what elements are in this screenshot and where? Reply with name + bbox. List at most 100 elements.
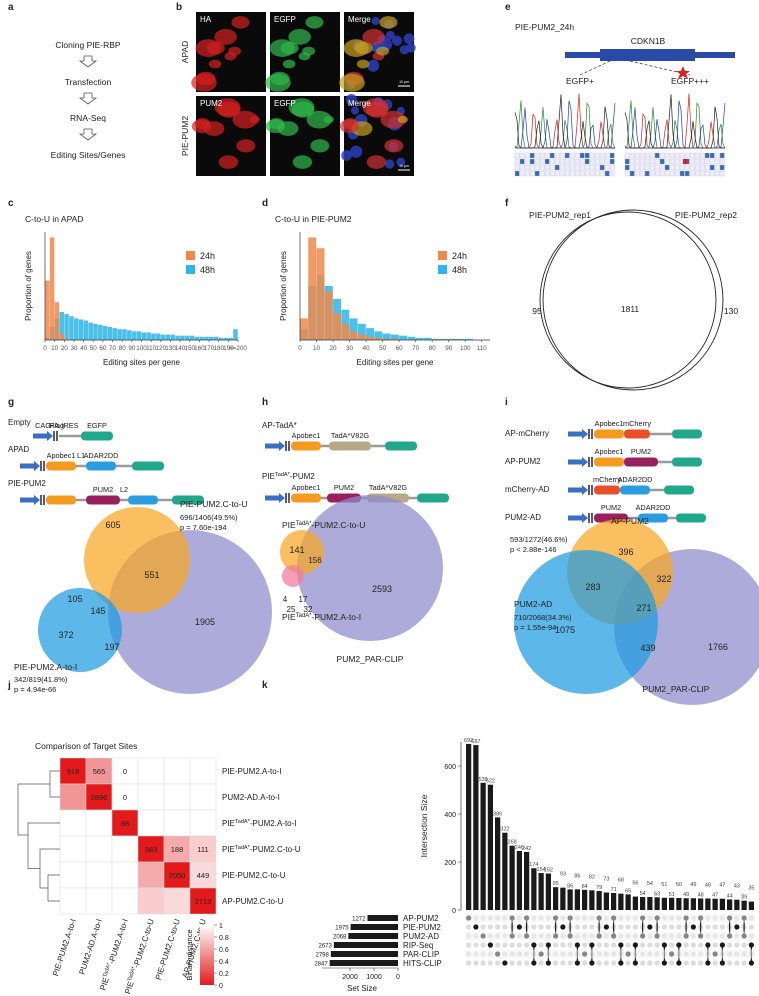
matrix-dot — [640, 960, 646, 966]
empty-cell — [163, 783, 191, 811]
venn-count: 605 — [105, 520, 120, 530]
tag — [56, 431, 58, 441]
promoter — [568, 457, 588, 467]
cell-signal — [195, 39, 221, 57]
histogram-bar — [151, 333, 156, 340]
dendrogram — [47, 874, 60, 902]
base-cell — [524, 152, 530, 159]
venn-count: 283 — [585, 582, 600, 592]
venn-label: PUM2_PAR-CLIP — [337, 654, 404, 664]
workflow-step: Transfection — [65, 77, 112, 87]
base-cell — [594, 152, 600, 159]
domain — [594, 457, 624, 467]
venn-count: 396 — [618, 547, 633, 557]
construct-part-label: ADAR2DD — [84, 451, 119, 460]
base-cell — [524, 164, 530, 171]
base-cell — [704, 158, 710, 165]
base-cell — [589, 164, 595, 171]
venn-count: 1811 — [621, 304, 640, 314]
matrix-dot-on — [603, 924, 609, 930]
domain — [672, 457, 702, 467]
base-cell — [539, 158, 545, 165]
base-cell — [674, 164, 680, 171]
bar-label: 95 — [553, 881, 559, 887]
histogram-bar — [83, 320, 89, 340]
domain — [385, 441, 417, 451]
bar-label: 79 — [596, 885, 602, 891]
base-cell — [689, 158, 695, 165]
domain — [624, 429, 650, 439]
bar-label: 322 — [500, 827, 509, 833]
matrix-dot-on — [545, 960, 551, 966]
cell-label: 449 — [197, 871, 210, 880]
construct-name-part: -PUM2 — [290, 472, 315, 481]
bar-label: 44 — [727, 893, 733, 899]
bar — [466, 743, 472, 910]
base-cell — [519, 158, 525, 165]
set-size-bar — [333, 942, 398, 948]
base-cell — [569, 164, 575, 171]
construct-part-label: mCherry — [593, 475, 621, 484]
construct-part-label: EGFP — [87, 421, 107, 430]
bar — [582, 889, 588, 910]
cell-signal — [191, 119, 212, 133]
bar — [603, 892, 609, 910]
bar — [509, 845, 515, 910]
histogram-bar — [107, 327, 113, 340]
bar — [596, 891, 602, 910]
histogram-bar — [194, 336, 200, 340]
cell-signal — [292, 155, 313, 169]
base-cell — [594, 164, 600, 171]
matrix-dot — [683, 960, 689, 966]
matrix-dot-on — [618, 942, 624, 948]
tag — [40, 461, 42, 471]
base-cell — [719, 152, 725, 159]
cell-signal — [397, 115, 408, 124]
base-cell — [564, 164, 570, 171]
column-label-part: PIE — [123, 980, 136, 995]
base-cell — [644, 158, 650, 165]
histogram-bar — [382, 338, 391, 340]
x-tick-label: 90 — [128, 345, 136, 352]
histogram-bar — [175, 335, 180, 340]
column-label: PIE-PUM2.A-to-I — [51, 918, 78, 977]
y-tick-label: 200 — [444, 860, 456, 867]
matrix-dot — [596, 942, 602, 948]
base-cell — [664, 164, 670, 171]
domain — [417, 493, 449, 503]
heatmap-cell — [111, 757, 139, 785]
venn-count: 1075 — [555, 625, 575, 635]
tag — [40, 495, 42, 505]
matrix-dot — [495, 924, 501, 930]
x-tick-label: 60 — [396, 345, 404, 352]
cell-signal — [365, 101, 389, 118]
workflow-step: Editing Sites/Genes — [51, 150, 126, 160]
domain — [81, 431, 113, 441]
micrograph — [339, 12, 416, 92]
x-tick-label: 110 — [477, 345, 488, 352]
matrix-dot — [509, 960, 515, 966]
empty-cell — [189, 783, 217, 811]
base-cell — [699, 152, 705, 159]
chromatogram-trace — [514, 100, 616, 149]
bar — [487, 784, 493, 910]
base-cell — [529, 164, 535, 171]
venn-label-part: TadA* — [296, 613, 313, 619]
panel-label: d — [262, 198, 268, 209]
construct-part-label: Apobec1 — [595, 419, 624, 428]
domain — [329, 441, 371, 451]
bar-label: 49 — [683, 892, 689, 898]
matrix-dot — [625, 942, 631, 948]
matrix-dot-on — [705, 942, 711, 948]
cell-signal — [291, 101, 315, 118]
panel-label: c — [8, 198, 14, 209]
bar-label: 68 — [618, 878, 624, 884]
chart-title: C-to-U in APAD — [25, 214, 83, 224]
x-tick-label: 0 — [43, 345, 47, 352]
dendrogram — [49, 770, 60, 798]
x-tick-label: 160 — [194, 345, 205, 352]
matrix-dot — [690, 960, 696, 966]
matrix-dot — [698, 942, 704, 948]
tag — [591, 429, 593, 439]
bar-label: 54 — [640, 891, 646, 897]
